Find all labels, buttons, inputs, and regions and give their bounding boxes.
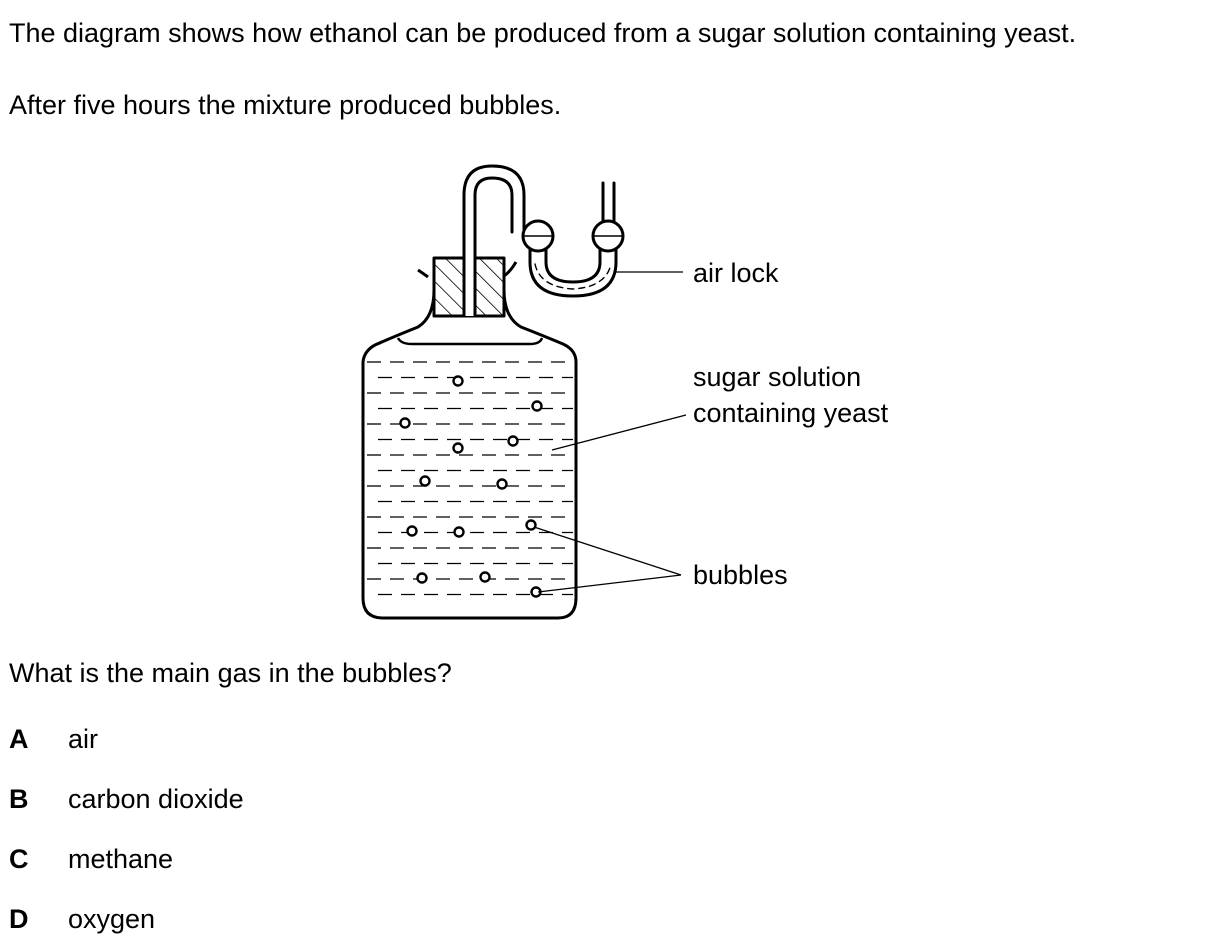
liquid-lines	[367, 361, 573, 596]
bubble	[399, 417, 411, 429]
liquid-surface	[396, 337, 544, 346]
intro-line-1: The diagram shows how ethanol can be pro…	[9, 18, 1077, 48]
bubbles-label: bubbles	[693, 560, 788, 590]
leader-lines	[533, 271, 687, 593]
option-text: oxygen	[68, 904, 156, 934]
bubble	[406, 525, 418, 537]
bubble	[416, 572, 428, 584]
bubble	[453, 526, 465, 538]
delivery-tube	[462, 164, 526, 318]
option-letter: A	[9, 724, 29, 754]
sugar-solution-label-2: containing yeast	[693, 398, 889, 428]
bubble	[496, 478, 508, 490]
option-text: carbon dioxide	[68, 784, 244, 814]
option-text: methane	[68, 844, 174, 874]
fermentation-diagram: air lock sugar solution containing yeast…	[361, 164, 889, 620]
bubble	[419, 475, 431, 487]
bubble	[479, 571, 491, 583]
bubble	[507, 435, 519, 447]
intro-line-2: After five hours the mixture produced bu…	[9, 90, 562, 120]
bubble	[452, 375, 464, 387]
air-lock-label: air lock	[693, 258, 779, 288]
option-letter: C	[9, 844, 29, 874]
sugar-solution-label-1: sugar solution	[693, 362, 861, 392]
question-text: What is the main gas in the bubbles?	[9, 658, 452, 688]
bubble	[525, 519, 537, 531]
air-lock	[521, 181, 625, 298]
option-text: air	[68, 724, 99, 754]
option-letter: B	[9, 784, 29, 814]
bubble	[452, 442, 464, 454]
bubbles-group	[399, 375, 543, 598]
option-letter: D	[9, 904, 29, 934]
bubble	[531, 400, 543, 412]
